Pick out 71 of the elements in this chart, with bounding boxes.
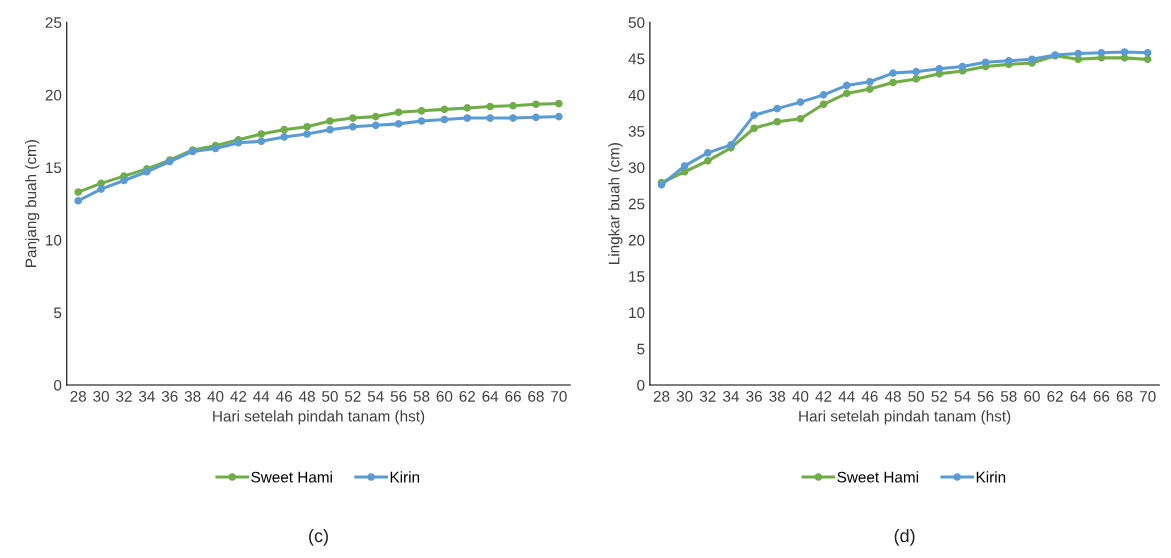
legend-label: Sweet Hami (837, 471, 919, 483)
x-tick-label: 34 (723, 390, 739, 402)
y-tick-label: 30 (628, 162, 645, 174)
x-tick-label: 46 (276, 390, 293, 402)
y-tick-label: 5 (637, 343, 645, 355)
x-tick-label: 34 (138, 390, 155, 402)
x-tick-label: 36 (746, 390, 762, 402)
x-tick-label: 68 (528, 390, 544, 402)
x-tick-label: 30 (93, 390, 109, 402)
x-tick-label: 56 (977, 390, 994, 402)
y-tick-label: 40 (628, 89, 645, 101)
y-tick-label: 20 (628, 234, 645, 246)
x-tick-label: 54 (367, 391, 384, 402)
x-tick-label: 52 (344, 390, 361, 402)
legend-label: Kirin (390, 471, 420, 483)
x-tick-label: 64 (1070, 390, 1087, 402)
x-tick-label: 68 (1116, 390, 1133, 402)
x-tick-label: 44 (838, 391, 855, 402)
x-tick-label: 58 (1000, 390, 1017, 402)
x-tick-label: 50 (322, 390, 338, 402)
x-axis-title: Hari setelah pindah tanam (hst) (799, 410, 1011, 425)
x-tick-label: 38 (769, 390, 786, 402)
x-tick-label: 48 (884, 390, 901, 402)
x-tick-label: 36 (161, 390, 178, 402)
x-tick-label: 40 (207, 390, 224, 402)
y-axis-title: Lingkar buah (cm) (608, 143, 623, 264)
y-tick-label: 20 (45, 89, 62, 101)
x-tick-label: 30 (676, 390, 693, 402)
y-tick-label: 10 (629, 307, 645, 319)
x-tick-label: 42 (230, 390, 247, 402)
y-tick-label: 35 (628, 126, 645, 137)
text: (d) (894, 528, 915, 546)
x-tick-label: 60 (1024, 390, 1040, 402)
x-tick-label: 62 (1047, 390, 1063, 402)
y-tick-label: 0 (637, 379, 645, 391)
x-tick-label: 48 (298, 390, 315, 402)
y-tick-label: 25 (45, 17, 62, 29)
x-tick-label: 56 (390, 390, 407, 402)
x-tick-label: 42 (815, 390, 832, 402)
x-tick-label: 62 (459, 390, 476, 402)
x-tick-label: 66 (505, 390, 521, 402)
x-tick-label: 70 (551, 390, 567, 402)
y-tick-label: 50 (628, 17, 645, 29)
x-tick-label: 32 (116, 390, 132, 402)
x-tick-label: 46 (861, 390, 878, 402)
x-axis-title: Hari setelah pindah tanam (hst) (213, 410, 425, 425)
x-tick-label: 54 (954, 391, 971, 402)
text: (c) (309, 528, 328, 546)
y-tick-label: 10 (46, 234, 62, 246)
x-tick-label: 66 (1093, 390, 1110, 402)
legend-label: Sweet Hami (251, 471, 332, 483)
x-tick-label: 44 (253, 391, 270, 402)
y-tick-label: 15 (46, 162, 62, 174)
y-tick-label: 45 (628, 53, 645, 65)
x-tick-label: 52 (931, 390, 948, 402)
x-tick-label: 58 (413, 390, 430, 402)
y-tick-label: 5 (54, 307, 62, 319)
y-tick-label: 25 (628, 198, 645, 210)
x-tick-label: 28 (653, 390, 670, 402)
x-tick-label: 60 (436, 390, 453, 402)
x-tick-label: 32 (699, 390, 716, 402)
y-axis-title: Panjang buah (cm) (25, 140, 40, 267)
x-tick-label: 38 (184, 390, 201, 402)
legend-label: Kirin (976, 471, 1006, 483)
x-tick-label: 70 (1140, 390, 1156, 402)
x-tick-label: 28 (70, 390, 87, 402)
y-tick-label: 15 (629, 271, 645, 282)
y-tick-label: 0 (53, 379, 62, 391)
x-tick-label: 64 (482, 390, 499, 402)
x-tick-label: 50 (908, 390, 925, 402)
x-tick-label: 40 (792, 390, 809, 402)
